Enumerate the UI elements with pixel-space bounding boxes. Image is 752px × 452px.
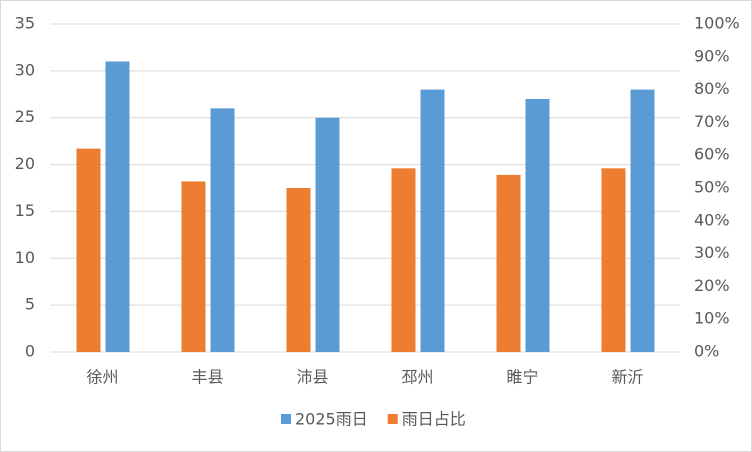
y2-tick-label: 0% [694, 342, 719, 361]
bar [210, 108, 235, 352]
legend-label: 雨日占比 [402, 410, 466, 429]
y2-tick-label: 80% [694, 79, 730, 98]
x-tick-label: 丰县 [191, 368, 223, 387]
bar [630, 89, 655, 352]
x-tick-label: 沛县 [296, 368, 328, 387]
y-tick-label: 35 [15, 14, 35, 33]
x-tick-label: 徐州 [86, 368, 118, 387]
x-tick-label: 新沂 [611, 368, 643, 387]
y2-tick-label: 20% [694, 276, 730, 295]
y-tick-label: 0 [25, 342, 35, 361]
x-tick-label: 睢宁 [506, 368, 538, 387]
y2-tick-label: 50% [694, 178, 730, 197]
y2-tick-label: 100% [694, 14, 740, 33]
legend-swatch [281, 414, 291, 424]
bar [105, 61, 130, 352]
y2-tick-label: 60% [694, 145, 730, 164]
y2-tick-label: 10% [694, 309, 730, 328]
y-tick-label: 20 [15, 154, 35, 173]
y-tick-label: 25 [15, 107, 35, 126]
y2-tick-label: 40% [694, 210, 730, 229]
y-tick-label: 30 [15, 60, 35, 79]
legend-label: 2025雨日 [295, 410, 368, 429]
bar [391, 168, 416, 352]
y2-tick-label: 90% [694, 46, 730, 65]
bar [286, 188, 311, 352]
bar [181, 181, 206, 352]
bar [525, 98, 550, 352]
y-tick-label: 15 [15, 201, 35, 220]
bar [76, 148, 101, 352]
bar [496, 174, 521, 352]
bar [315, 117, 340, 352]
bar [601, 168, 626, 352]
y-tick-label: 10 [15, 248, 35, 267]
y2-tick-label: 70% [694, 112, 730, 131]
y-tick-label: 5 [25, 295, 35, 314]
y2-tick-label: 30% [694, 243, 730, 262]
x-tick-label: 邳州 [401, 368, 433, 387]
legend-swatch [387, 414, 398, 424]
bar [420, 89, 445, 352]
